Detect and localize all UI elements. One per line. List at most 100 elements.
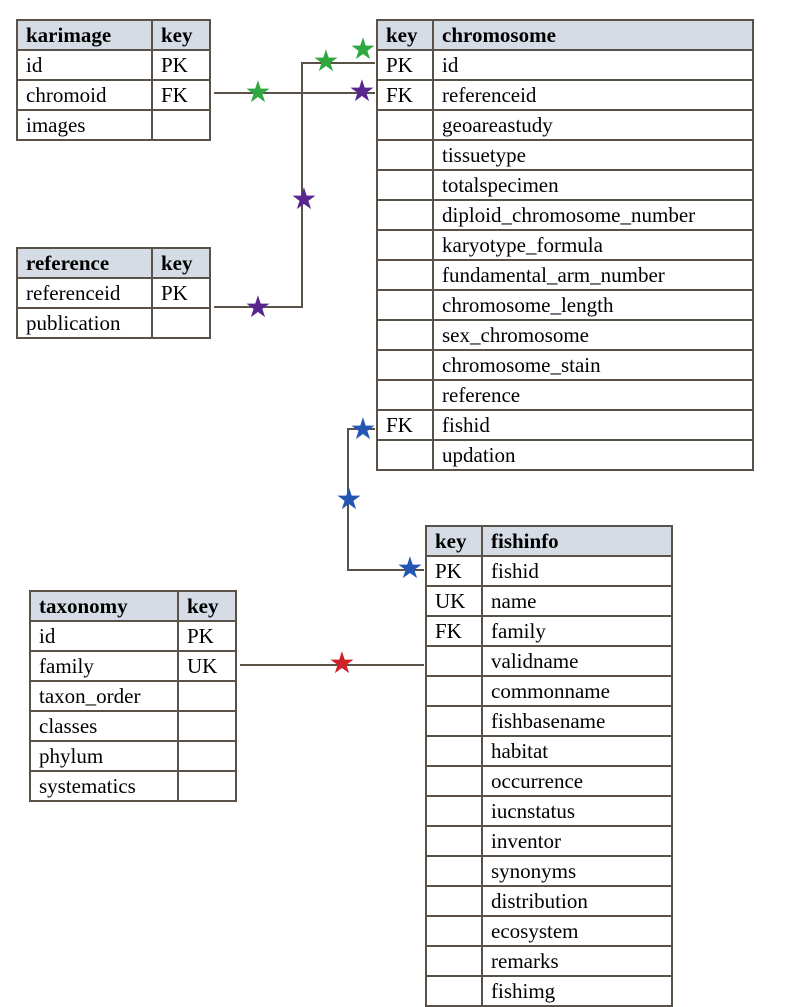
data-cell: [178, 741, 236, 771]
data-cell: fishbasename: [482, 706, 672, 736]
data-cell: images: [17, 110, 152, 140]
data-cell: totalspecimen: [433, 170, 753, 200]
table-taxonomy: taxonomy key idPKfamilyUKtaxon_orderclas…: [29, 590, 237, 802]
data-cell: FK: [377, 80, 433, 110]
data-cell: ecosystem: [482, 916, 672, 946]
table-reference: reference key referenceidPKpublication: [16, 247, 211, 339]
data-cell: family: [30, 651, 178, 681]
data-cell: fishid: [482, 556, 672, 586]
data-cell: inventor: [482, 826, 672, 856]
data-cell: id: [30, 621, 178, 651]
data-cell: diploid_chromosome_number: [433, 200, 753, 230]
data-cell: [426, 856, 482, 886]
data-cell: [426, 646, 482, 676]
data-cell: fishid: [433, 410, 753, 440]
data-cell: [377, 380, 433, 410]
data-cell: [426, 676, 482, 706]
data-cell: validname: [482, 646, 672, 676]
table-chromosome: key chromosome PKidFKreferenceidgeoareas…: [376, 19, 754, 471]
data-cell: [426, 916, 482, 946]
relationship-star-icon: ★: [349, 77, 376, 107]
data-cell: [426, 976, 482, 1006]
data-cell: iucnstatus: [482, 796, 672, 826]
data-cell: family: [482, 616, 672, 646]
data-cell: name: [482, 586, 672, 616]
data-cell: commonname: [482, 676, 672, 706]
connector-line: [214, 63, 375, 93]
data-cell: classes: [30, 711, 178, 741]
data-cell: fishimg: [482, 976, 672, 1006]
data-cell: sex_chromosome: [433, 320, 753, 350]
data-cell: [426, 796, 482, 826]
header-cell: reference: [17, 248, 152, 278]
data-cell: PK: [152, 50, 210, 80]
data-cell: tissuetype: [433, 140, 753, 170]
data-cell: [178, 681, 236, 711]
data-cell: [178, 711, 236, 741]
header-cell: karimage: [17, 20, 152, 50]
relationship-star-icon: ★: [291, 185, 318, 215]
data-cell: [377, 140, 433, 170]
data-cell: [377, 440, 433, 470]
data-cell: distribution: [482, 886, 672, 916]
connector-line: [214, 93, 375, 307]
data-cell: karyotype_formula: [433, 230, 753, 260]
relationship-star-icon: ★: [313, 47, 340, 77]
data-cell: phylum: [30, 741, 178, 771]
data-cell: remarks: [482, 946, 672, 976]
data-cell: id: [17, 50, 152, 80]
data-cell: chromosome_stain: [433, 350, 753, 380]
data-cell: [377, 170, 433, 200]
data-cell: [426, 886, 482, 916]
data-cell: [426, 736, 482, 766]
data-cell: synonyms: [482, 856, 672, 886]
data-cell: FK: [152, 80, 210, 110]
data-cell: habitat: [482, 736, 672, 766]
data-cell: [426, 706, 482, 736]
data-cell: systematics: [30, 771, 178, 801]
data-cell: updation: [433, 440, 753, 470]
data-cell: referenceid: [17, 278, 152, 308]
header-cell: fishinfo: [482, 526, 672, 556]
data-cell: [426, 946, 482, 976]
data-cell: PK: [377, 50, 433, 80]
er-diagram: karimage key idPKchromoidFKimages refere…: [0, 0, 800, 998]
header-cell: key: [152, 20, 210, 50]
data-cell: [377, 290, 433, 320]
header-cell: chromosome: [433, 20, 753, 50]
data-cell: geoareastudy: [433, 110, 753, 140]
data-cell: UK: [178, 651, 236, 681]
data-cell: id: [433, 50, 753, 80]
table-fishinfo: key fishinfo PKfishidUKnameFKfamilyvalid…: [425, 525, 673, 1007]
data-cell: FK: [377, 410, 433, 440]
data-cell: UK: [426, 586, 482, 616]
data-cell: [377, 350, 433, 380]
data-cell: [377, 200, 433, 230]
data-cell: [178, 771, 236, 801]
data-cell: [377, 260, 433, 290]
data-cell: fundamental_arm_number: [433, 260, 753, 290]
data-cell: [377, 110, 433, 140]
data-cell: chromoid: [17, 80, 152, 110]
data-cell: PK: [426, 556, 482, 586]
data-cell: [377, 230, 433, 260]
relationship-star-icon: ★: [336, 485, 363, 515]
data-cell: [426, 826, 482, 856]
data-cell: FK: [426, 616, 482, 646]
relationship-star-icon: ★: [329, 649, 356, 679]
header-cell: key: [426, 526, 482, 556]
data-cell: reference: [433, 380, 753, 410]
header-cell: key: [377, 20, 433, 50]
relationship-star-icon: ★: [245, 293, 272, 323]
table-karimage: karimage key idPKchromoidFKimages: [16, 19, 211, 141]
relationship-star-icon: ★: [245, 78, 272, 108]
data-cell: PK: [178, 621, 236, 651]
header-cell: key: [178, 591, 236, 621]
relationship-star-icon: ★: [350, 35, 377, 65]
header-cell: taxonomy: [30, 591, 178, 621]
data-cell: occurrence: [482, 766, 672, 796]
data-cell: [377, 320, 433, 350]
header-cell: key: [152, 248, 210, 278]
data-cell: chromosome_length: [433, 290, 753, 320]
data-cell: [152, 110, 210, 140]
